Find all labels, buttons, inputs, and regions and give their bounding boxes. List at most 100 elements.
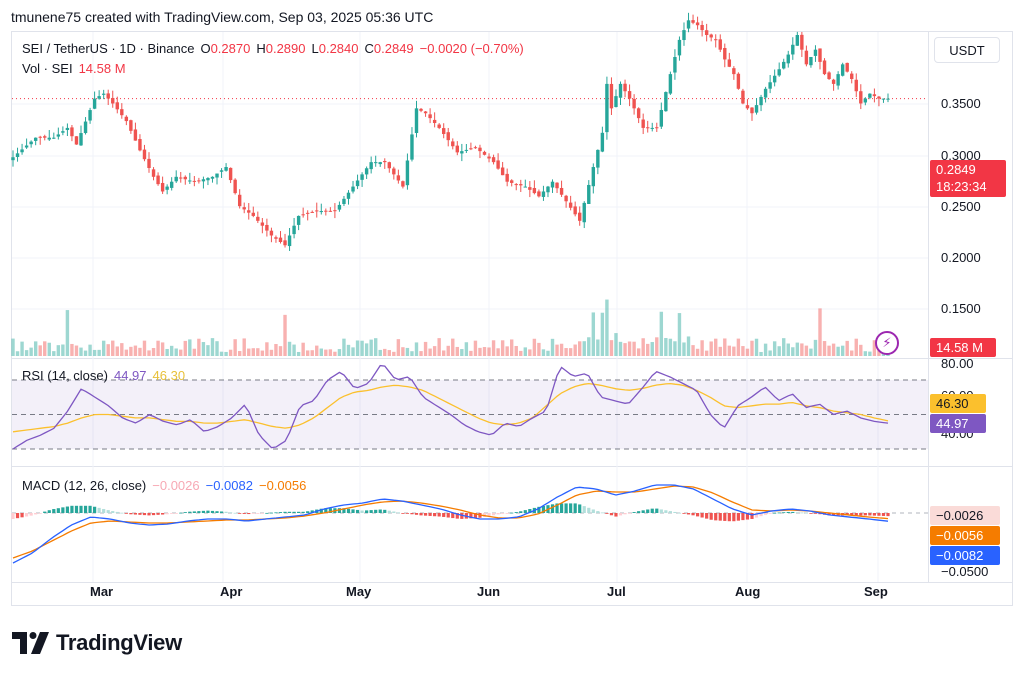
candle-body	[541, 191, 546, 197]
macd-histogram-bar	[93, 506, 97, 513]
symbol-title[interactable]: SEI / TetherUS · 1D · Binance	[22, 41, 195, 56]
macd-legend-label[interactable]: MACD (12, 26, close)	[22, 478, 147, 493]
candle-body	[237, 194, 242, 207]
volume-bar	[247, 348, 251, 356]
volume-bar	[682, 342, 686, 356]
macd-histogram-bar	[659, 509, 663, 513]
macd-histogram-bar	[256, 513, 260, 514]
volume-bar	[691, 345, 695, 356]
macd-histogram-bar	[505, 513, 509, 514]
macd-histogram-bar	[777, 512, 781, 514]
candle-body	[505, 173, 509, 182]
macd-histogram-bar	[482, 513, 487, 517]
macd-histogram-bar	[741, 513, 745, 521]
macd-histogram-bar	[763, 513, 768, 515]
candle-body	[179, 177, 183, 179]
candle-body	[283, 240, 287, 246]
candle-body	[641, 119, 645, 128]
candle-body	[70, 127, 74, 137]
candle-body	[310, 211, 314, 213]
candle-body	[165, 186, 169, 190]
macd-histogram-bar	[804, 512, 808, 514]
candle-body	[156, 175, 160, 185]
price-scale-separator	[928, 31, 929, 582]
macd-histogram-bar	[673, 511, 677, 513]
macd-histogram-bar	[88, 505, 92, 513]
volume-bar	[423, 341, 428, 356]
candle-body	[845, 62, 849, 72]
macd-histogram-bar	[25, 513, 29, 517]
macd-histogram-bar	[269, 512, 274, 514]
candle-body	[455, 145, 460, 153]
macd-histogram-bar	[600, 512, 604, 514]
macd-histogram-bar	[423, 513, 428, 516]
volume-bar	[360, 340, 364, 356]
candle-body	[700, 24, 704, 31]
macd-histogram-bar	[609, 513, 614, 516]
candle-body	[201, 179, 206, 182]
candle-body	[305, 212, 310, 214]
macd-histogram-bar	[133, 513, 138, 515]
volume-bar	[378, 349, 382, 356]
tradingview-logo[interactable]: TradingView	[12, 630, 182, 656]
macd-histogram-bar	[106, 510, 110, 513]
candle-body	[79, 133, 83, 146]
rsi-legend-label[interactable]: RSI (14, close)	[22, 368, 108, 383]
candle-body	[269, 230, 274, 236]
macd-histogram-bar	[809, 513, 813, 514]
candle-body	[591, 167, 596, 187]
volume-bar	[732, 346, 736, 356]
volume-legend-label[interactable]: Vol · SEI	[22, 61, 73, 76]
candle-body	[850, 73, 854, 80]
volume-bar	[868, 351, 872, 356]
macd-histogram-bar	[528, 509, 532, 513]
candle-body	[863, 98, 868, 103]
currency-button[interactable]: USDT	[934, 37, 1000, 63]
macd-histogram-bar	[573, 503, 577, 513]
macd-histogram-bar	[120, 512, 124, 514]
candle-body	[183, 176, 187, 180]
macd-histogram-bar	[555, 503, 559, 513]
macd-histogram-bar	[650, 508, 654, 513]
volume-bar	[437, 338, 441, 356]
volume-bar	[587, 337, 591, 356]
candle-body	[20, 149, 24, 153]
candle-body	[387, 162, 391, 169]
macd-histogram-bar	[365, 510, 369, 513]
macd-histogram-bar	[201, 510, 206, 513]
volume-bar	[97, 349, 101, 356]
macd-histogram-bar	[664, 510, 668, 513]
candle-body	[537, 191, 541, 197]
macd-histogram-bar	[668, 511, 672, 513]
volume-bar	[224, 351, 228, 356]
candle-body	[822, 60, 827, 75]
macd-histogram-bar	[328, 508, 332, 513]
time-axis-label: Jul	[607, 584, 626, 599]
volume-bar	[736, 338, 741, 356]
macd-histogram-bar	[451, 513, 455, 519]
macd-legend-value: −0.0082	[205, 478, 253, 493]
volume-bar	[206, 345, 210, 356]
macd-histogram-bar	[537, 506, 541, 513]
volume-bar	[854, 338, 858, 356]
candle-body	[192, 180, 197, 182]
volume-bar	[219, 351, 224, 356]
candle-body	[428, 114, 432, 119]
volume-bar	[491, 340, 496, 356]
candle-body	[741, 90, 745, 104]
volume-bar	[138, 347, 142, 356]
macd-line	[12, 484, 889, 564]
volume-bar	[505, 346, 509, 356]
lightning-icon[interactable]: ⚡	[875, 331, 899, 355]
volume-bar	[319, 348, 323, 356]
candle-body	[111, 97, 115, 104]
volume-bar	[364, 343, 369, 356]
volume-bar	[156, 340, 160, 356]
volume-bar	[514, 345, 518, 356]
macd-histogram-bar	[632, 512, 636, 513]
macd-histogram-bar	[138, 513, 142, 515]
volume-bar	[328, 349, 333, 356]
candle-body	[632, 98, 636, 109]
volume-bar	[704, 350, 709, 356]
